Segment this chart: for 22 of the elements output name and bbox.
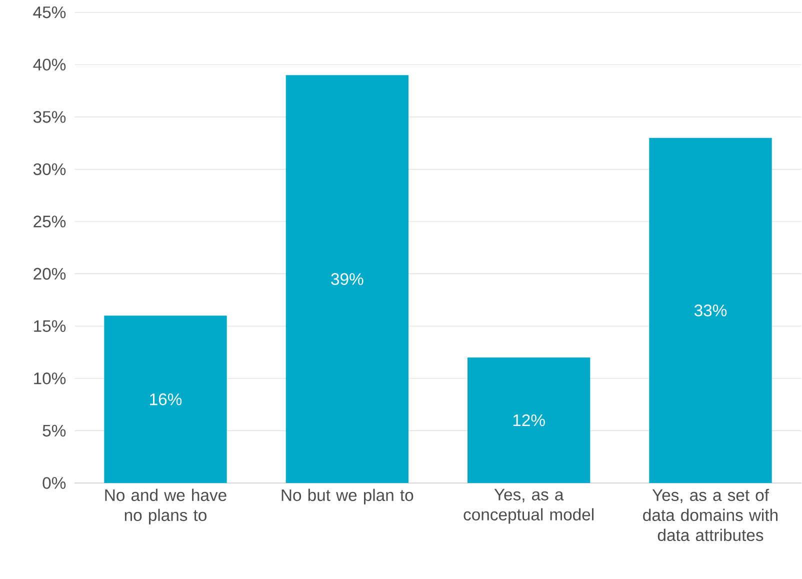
y-tick-label: 25%	[34, 216, 66, 228]
data-label: 12%	[513, 414, 545, 426]
y-tick-label: 10%	[34, 372, 66, 384]
data-label: 16%	[150, 393, 182, 406]
x-tick-label: No and we have no plans to	[105, 488, 226, 524]
data-label: 33%	[694, 304, 727, 316]
y-tick-label: 0%	[42, 477, 66, 489]
y-tick-label: 15%	[34, 320, 66, 332]
y-tick-label: 5%	[42, 424, 66, 437]
bar	[649, 138, 772, 483]
x-tick-label: Yes, as a conceptual model	[464, 488, 594, 524]
x-tick-label: Yes, as a set of data domains with data attributes	[643, 488, 778, 542]
bar	[286, 75, 408, 483]
data-label: 39%	[331, 273, 364, 285]
y-tick-label: 20%	[34, 268, 66, 280]
x-tick-label: No but we plan to	[282, 488, 414, 504]
y-tick-label: 45%	[33, 6, 66, 18]
bar	[104, 316, 227, 483]
y-tick-label: 30%	[33, 163, 66, 176]
y-tick-label: 35%	[33, 111, 66, 123]
y-tick-label: 40%	[33, 58, 66, 71]
bar	[468, 357, 590, 483]
